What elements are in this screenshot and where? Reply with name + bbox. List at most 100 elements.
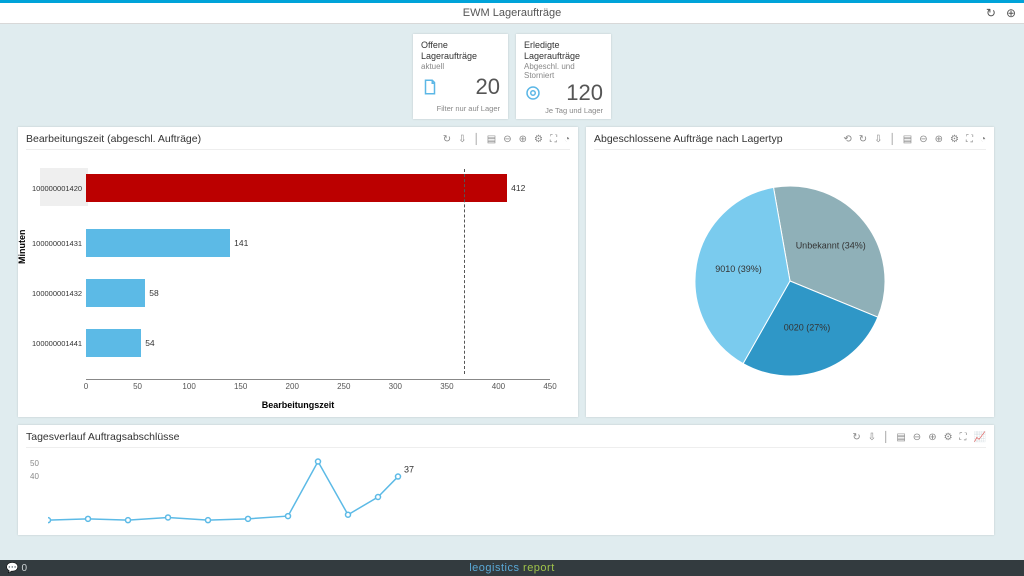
x-tick: 50 — [133, 382, 142, 391]
line-point[interactable] — [206, 518, 211, 523]
bar-rect — [86, 329, 141, 357]
line-point[interactable] — [48, 518, 51, 523]
zoom-in-icon[interactable]: ⊕ — [928, 432, 936, 443]
footer-notifications[interactable]: 💬 0 — [6, 563, 27, 574]
refresh-icon[interactable]: ↻ — [986, 6, 996, 20]
x-axis-label: Bearbeitungszeit — [26, 400, 570, 410]
y-axis-label: Minuten — [17, 230, 27, 265]
kpi-row: Offene Lageraufträge aktuell 20 Filter n… — [0, 34, 1024, 119]
kpi-title: Erledigte Lageraufträge — [524, 40, 603, 62]
target-icon — [524, 84, 542, 102]
line-svg: 37 — [48, 452, 1008, 527]
pie-chart: Unbekannt (34%)0020 (27%)9010 (39%) — [594, 154, 986, 404]
refresh-icon[interactable]: ↻ — [443, 134, 451, 145]
table-icon[interactable]: ▤ — [487, 134, 496, 145]
kpi-footer: Filter nur auf Lager — [421, 104, 500, 113]
x-axis — [86, 379, 550, 380]
line-point[interactable] — [286, 514, 291, 519]
export-icon[interactable]: ⇩ — [874, 134, 882, 145]
bar-value-label: 58 — [149, 288, 158, 298]
bar-value-label: 54 — [145, 338, 154, 348]
chart-type-icon[interactable]: ◔ — [980, 134, 986, 145]
bar-row[interactable]: 100000001431141 — [86, 229, 248, 257]
settings-icon[interactable]: ⚙ — [944, 432, 953, 443]
y-tick: 40 — [30, 472, 39, 481]
refresh-icon[interactable]: ↻ — [859, 134, 867, 145]
x-tick: 250 — [337, 382, 350, 391]
line-point[interactable] — [246, 516, 251, 521]
zoom-in-icon[interactable]: ⊕ — [519, 134, 527, 145]
export-icon[interactable]: ⇩ — [458, 134, 466, 145]
line-point[interactable] — [86, 516, 91, 521]
kpi-subtitle: aktuell — [421, 62, 500, 71]
x-tick: 350 — [440, 382, 453, 391]
line-point[interactable] — [316, 459, 321, 464]
bar-row[interactable]: 10000000143258 — [86, 279, 159, 307]
kpi-title: Offene Lageraufträge — [421, 40, 500, 62]
brand-part-1: leogistics — [469, 562, 519, 574]
chart-type-icon[interactable]: 📈 — [974, 432, 986, 443]
line-point[interactable] — [126, 518, 131, 523]
brand-part-2: report — [523, 562, 555, 574]
x-ticks: 050100150200250300350400450 — [86, 382, 550, 396]
globe-icon[interactable]: ⊕ — [1006, 6, 1016, 20]
fullscreen-icon[interactable]: ⛶ — [960, 432, 967, 443]
reference-line — [464, 169, 465, 374]
refresh-icon[interactable]: ↻ — [852, 432, 860, 443]
footer-bar: 💬 0 leogistics report — [0, 560, 1024, 576]
line-point[interactable] — [376, 495, 381, 500]
bar-rect — [86, 279, 145, 307]
zoom-out-icon[interactable]: ⊖ — [503, 134, 511, 145]
line-point-label: 37 — [404, 465, 414, 475]
bar-category-label: 100000001441 — [32, 339, 82, 348]
zoom-out-icon[interactable]: ⊖ — [919, 134, 927, 145]
bar-row[interactable]: 100000001420412 — [86, 174, 525, 202]
divider-icon: │ — [890, 134, 896, 145]
pie-slice-label: Unbekannt (34%) — [796, 240, 866, 250]
table-icon[interactable]: ▤ — [903, 134, 912, 145]
panel-toolbar: ↻ ⇩ │ ▤ ⊖ ⊕ ⚙ ⛶ ◔ — [443, 134, 570, 145]
x-tick: 100 — [182, 382, 195, 391]
kpi-value: 120 — [566, 80, 603, 106]
line-path — [48, 462, 398, 521]
kpi-open-orders[interactable]: Offene Lageraufträge aktuell 20 Filter n… — [413, 34, 508, 119]
settings-icon[interactable]: ⚙ — [534, 134, 543, 145]
x-tick: 450 — [543, 382, 556, 391]
divider-icon: │ — [883, 432, 889, 443]
line-point[interactable] — [396, 474, 401, 479]
bar-category-label: 100000001432 — [32, 289, 82, 298]
bar-row[interactable]: 10000000144154 — [86, 329, 155, 357]
fullscreen-icon[interactable]: ⛶ — [966, 134, 973, 145]
bar-rect — [86, 174, 507, 202]
panel-toolbar: ↻ ⇩ │ ▤ ⊖ ⊕ ⚙ ⛶ 📈 — [852, 432, 986, 443]
line-point[interactable] — [346, 512, 351, 517]
kpi-subtitle: Abgeschl. und Storniert — [524, 62, 603, 80]
settings-icon[interactable]: ⚙ — [950, 134, 959, 145]
panel-processing-time: Bearbeitungszeit (abgeschl. Aufträge) ↻ … — [18, 127, 578, 417]
divider-icon: │ — [474, 134, 480, 145]
x-tick: 300 — [389, 382, 402, 391]
bar-value-label: 412 — [511, 183, 525, 193]
back-icon[interactable]: ⟲ — [843, 134, 851, 145]
page-title: EWM Lageraufträge — [463, 7, 561, 19]
x-tick: 0 — [84, 382, 88, 391]
x-tick: 400 — [492, 382, 505, 391]
x-tick: 150 — [234, 382, 247, 391]
y-tick: 50 — [30, 459, 39, 468]
line-point[interactable] — [166, 515, 171, 520]
kpi-done-orders[interactable]: Erledigte Lageraufträge Abgeschl. und St… — [516, 34, 611, 119]
panel-title: Bearbeitungszeit (abgeschl. Aufträge) — [26, 133, 201, 145]
export-icon[interactable]: ⇩ — [868, 432, 876, 443]
fullscreen-icon[interactable]: ⛶ — [550, 134, 557, 145]
zoom-out-icon[interactable]: ⊖ — [913, 432, 921, 443]
panel-daily-trend: Tagesverlauf Auftragsabschlüsse ↻ ⇩ │ ▤ … — [18, 425, 994, 535]
document-icon — [421, 78, 439, 96]
bar-category-label: 100000001431 — [32, 239, 82, 248]
notification-count: 0 — [21, 563, 27, 574]
panel-title: Abgeschlossene Aufträge nach Lagertyp — [594, 133, 783, 145]
x-tick: 200 — [286, 382, 299, 391]
chart-type-icon[interactable]: ◔ — [564, 134, 570, 145]
zoom-in-icon[interactable]: ⊕ — [935, 134, 943, 145]
comment-icon: 💬 — [6, 563, 18, 574]
table-icon[interactable]: ▤ — [896, 432, 905, 443]
